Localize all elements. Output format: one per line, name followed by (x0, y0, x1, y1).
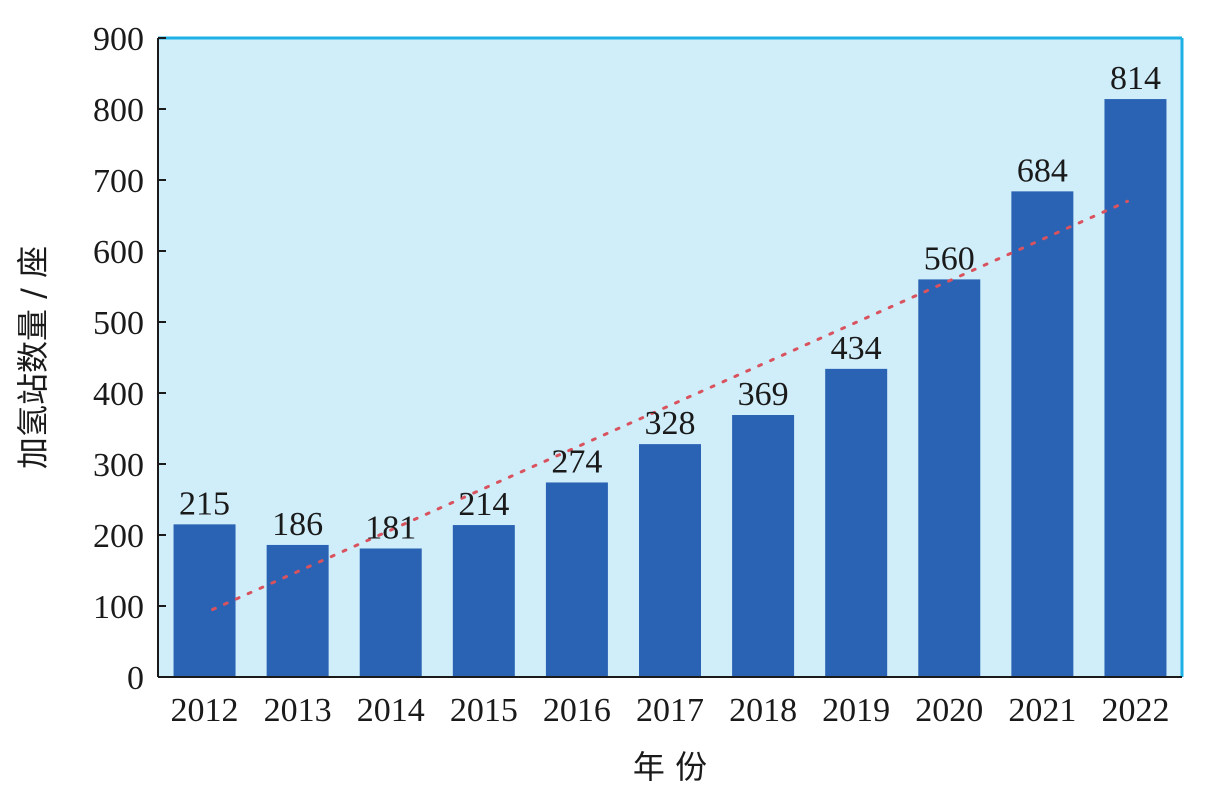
x-tick-label: 2021 (1008, 692, 1076, 729)
y-tick-label: 600 (93, 234, 144, 271)
bar-2012 (173, 524, 236, 677)
bars-group (173, 99, 1167, 678)
bar-2015 (452, 525, 515, 677)
bar-2020 (918, 279, 981, 677)
y-tick-label: 300 (93, 447, 144, 484)
bar-2021 (1011, 191, 1074, 678)
data-label: 274 (551, 443, 602, 480)
y-tick-label: 400 (93, 376, 144, 413)
bar-2014 (359, 548, 422, 677)
y-tick-label: 800 (93, 92, 144, 129)
data-label: 369 (738, 376, 789, 413)
data-label: 214 (458, 486, 509, 523)
bar-2019 (825, 368, 888, 677)
bar-2022 (1104, 99, 1167, 677)
data-label: 215 (179, 485, 230, 522)
data-label: 328 (645, 405, 696, 442)
x-tick-label: 2015 (450, 692, 518, 729)
y-tick-label: 0 (127, 660, 144, 697)
y-tick-label: 700 (93, 163, 144, 200)
x-tick-label: 2013 (264, 692, 332, 729)
data-label: 560 (924, 240, 975, 277)
data-label: 434 (831, 330, 882, 367)
y-tick-label: 200 (93, 518, 144, 555)
x-tick-label: 2016 (543, 692, 611, 729)
x-tick-label: 2014 (357, 692, 425, 729)
data-label: 186 (272, 506, 323, 543)
data-labels: 215 186 181 214 274 328 369 434 560 684 814 (179, 60, 1161, 546)
x-axis-ticks: 2012 2013 2014 2015 2016 2017 2018 2019 2020 2021… (171, 692, 1170, 729)
bar-2018 (732, 415, 795, 677)
x-tick-label: 2017 (636, 692, 704, 729)
x-axis-title: 年 份 (633, 748, 707, 786)
x-tick-label: 2012 (171, 692, 239, 729)
x-tick-label: 2022 (1101, 692, 1169, 729)
data-label: 181 (365, 509, 416, 546)
y-tick-label: 100 (93, 589, 144, 626)
trend-line (211, 199, 1129, 612)
plot-frame (157, 36, 1184, 678)
y-tick-label: 900 (93, 21, 144, 58)
bar-2017 (639, 444, 701, 677)
y-axis-title: 加氢站数量 / 座 (14, 246, 52, 469)
data-label: 684 (1017, 152, 1068, 189)
bar-2013 (266, 544, 329, 677)
y-tick-label: 500 (93, 305, 144, 342)
data-label: 814 (1110, 60, 1161, 97)
y-axis-ticks: 0 100 200 300 400 500 600 700 800 900 (93, 21, 166, 697)
x-tick-label: 2018 (729, 692, 797, 729)
x-tick-label: 2019 (822, 692, 890, 729)
bar-2016 (545, 482, 608, 677)
x-tick-label: 2020 (915, 692, 983, 729)
